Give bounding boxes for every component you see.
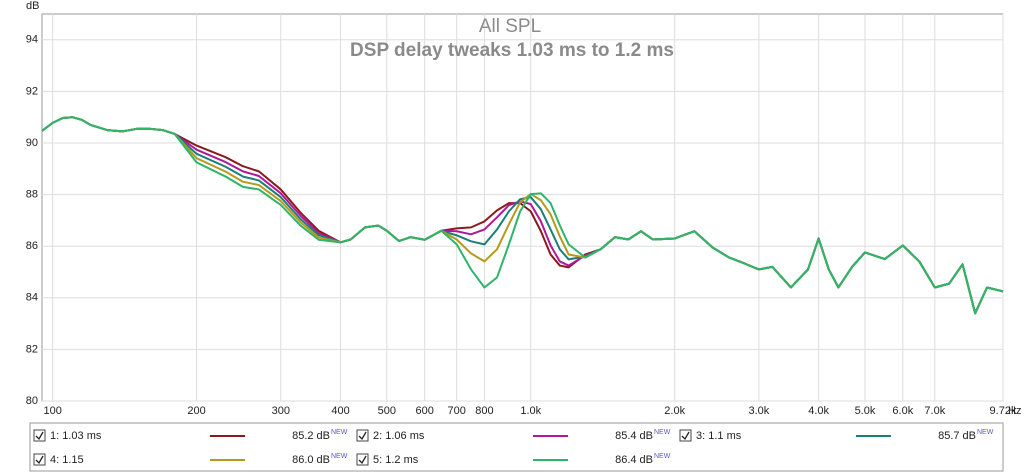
legend-name: 2: 1.06 ms [373,430,425,442]
legend-check [358,431,367,441]
y-tick-label: 90 [26,137,38,149]
legend-checkbox [33,429,46,442]
x-tick-label: 9.72k [990,405,1017,417]
legend-name: 4: 1.15 [50,454,84,466]
chart-title: All SPL [479,16,541,37]
legend-checkbox [679,429,692,442]
x-tick-label: 600 [416,405,434,417]
y-tick-label: 82 [26,343,38,355]
legend-badge: NEW [654,429,671,436]
legend-level: 85.7 dB [938,430,976,442]
x-tick-label: 4.0k [808,405,829,417]
x-tick-label: 7.0k [924,405,945,417]
x-tick-label: 800 [475,405,493,417]
x-tick-label: 3.0k [748,405,769,417]
legend-check [681,431,690,441]
x-tick-label: 500 [378,405,396,417]
x-tick-label: 300 [272,405,290,417]
legend-check [35,455,44,465]
y-tick-label: 84 [26,292,38,304]
legend [29,422,1004,472]
y-tick-label: 92 [26,85,38,97]
legend-name: 3: 1.1 ms [696,430,742,442]
x-tick-label: 5.0k [855,405,876,417]
y-tick-label: 94 [26,34,38,46]
legend-name: 5: 1.2 ms [373,454,419,466]
x-tick-label: 400 [331,405,349,417]
x-axis-label: Hz [1008,405,1021,417]
legend-checkbox [33,453,46,466]
series-line [41,116,1004,315]
x-tick-label: 2.0k [664,405,685,417]
legend-check [35,431,44,441]
y-tick-label: 86 [26,240,38,252]
x-tick-label: 1.0k [520,405,541,417]
legend-checkbox [356,453,369,466]
legend-level: 85.4 dB [615,430,653,442]
legend-name: 1: 1.03 ms [50,430,102,442]
legend-check [358,455,367,465]
legend-badge: NEW [654,453,671,460]
x-tick-label: 100 [43,405,61,417]
x-tick-label: 200 [187,405,205,417]
chart-subtitle: DSP delay tweaks 1.03 ms to 1.2 ms [350,40,674,61]
x-tick-label: 700 [448,405,466,417]
y-tick-label: 88 [26,189,38,201]
legend-level: 85.2 dB [292,430,330,442]
legend-badge: NEW [331,453,348,460]
y-axis-label: dB [26,0,39,12]
y-tick-label: 80 [26,395,38,407]
legend-checkbox [356,429,369,442]
x-tick-label: 6.0k [892,405,913,417]
legend-level: 86.0 dB [292,454,330,466]
legend-badge: NEW [331,429,348,436]
legend-level: 86.4 dB [615,454,653,466]
legend-badge: NEW [977,429,994,436]
